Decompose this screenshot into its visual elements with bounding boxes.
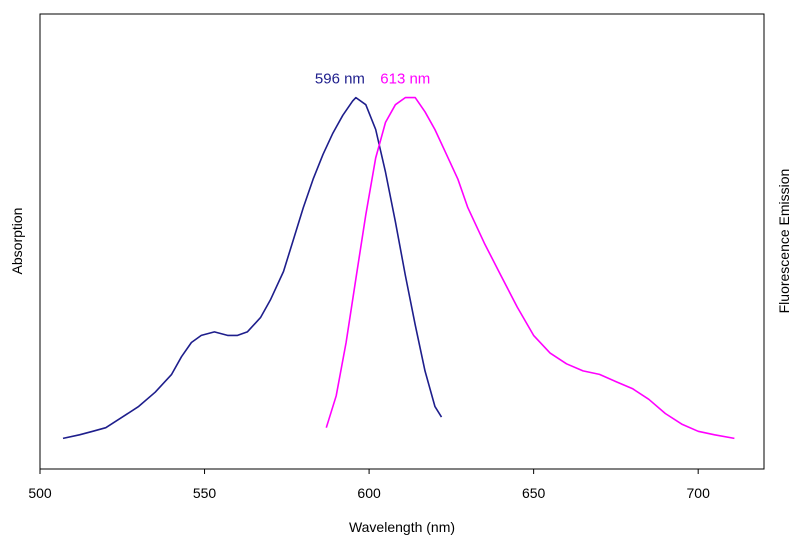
y-axis-label-right: Fluorescence Emission — [776, 169, 792, 314]
peak-label-2: 613 nm — [380, 71, 430, 88]
peak-labels: 596 nm 613 nm — [315, 71, 430, 88]
x-tick-label: 700 — [687, 485, 711, 501]
x-axis-ticks: 500 550 600 650 700 — [28, 469, 710, 501]
series-line-1 — [62, 96, 443, 440]
plot-frame — [39, 13, 765, 470]
y-axis-label-left: Absorption — [9, 208, 25, 275]
x-axis-label: Wavelength (nm) — [349, 519, 455, 535]
x-tick-label: 650 — [522, 485, 546, 501]
x-tick-label: 550 — [193, 485, 217, 501]
series-line-2 — [325, 96, 735, 440]
series-layer — [62, 96, 735, 440]
peak-label-1: 596 nm — [315, 71, 365, 88]
x-tick-label: 500 — [28, 485, 52, 501]
x-tick-label: 600 — [357, 485, 381, 501]
